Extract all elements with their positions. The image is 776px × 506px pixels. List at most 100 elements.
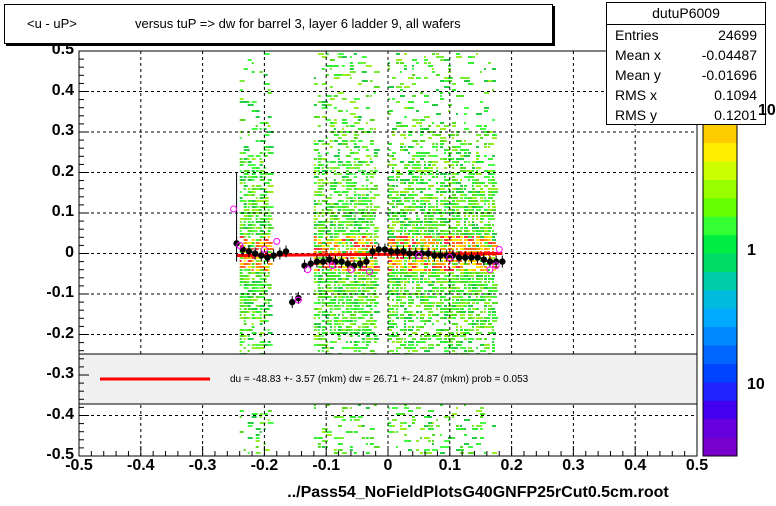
x-tick-label: -0.4 xyxy=(127,457,155,474)
density-cell xyxy=(448,164,454,166)
density-cell xyxy=(484,347,490,349)
density-cell xyxy=(436,278,441,280)
density-cell xyxy=(488,320,490,322)
density-cell xyxy=(349,341,352,343)
density-cell xyxy=(392,164,397,166)
density-cell xyxy=(325,197,332,199)
density-cell xyxy=(369,95,372,97)
density-cell xyxy=(452,206,456,208)
density-cell xyxy=(333,185,337,187)
density-cell xyxy=(448,248,454,250)
density-cell xyxy=(460,197,463,199)
density-cell xyxy=(392,320,394,322)
density-cell xyxy=(396,173,402,175)
density-cell xyxy=(448,239,453,241)
density-cell xyxy=(488,248,490,250)
density-cell xyxy=(408,278,410,280)
density-cell xyxy=(349,290,355,292)
density-cell xyxy=(480,239,484,241)
density-cell xyxy=(484,287,490,289)
density-cell xyxy=(373,446,380,448)
density-cell xyxy=(452,134,455,136)
density-cell xyxy=(345,278,349,280)
density-cell xyxy=(345,257,348,259)
density-cell xyxy=(321,68,325,70)
density-cell xyxy=(436,188,442,190)
density-cell xyxy=(361,332,367,334)
palette-swatch xyxy=(703,290,737,310)
density-cell xyxy=(353,299,360,301)
density-cell xyxy=(444,230,448,232)
density-cell xyxy=(313,212,320,214)
profile-point xyxy=(499,258,506,265)
density-cell xyxy=(369,203,373,205)
density-cell xyxy=(400,203,404,205)
density-cell xyxy=(480,191,485,193)
density-cell xyxy=(480,296,486,298)
density-cell xyxy=(353,194,357,196)
density-cell xyxy=(388,275,394,277)
density-cell xyxy=(317,275,323,277)
density-cell xyxy=(337,194,342,196)
density-cell xyxy=(460,305,466,307)
density-cell xyxy=(404,272,408,274)
density-cell xyxy=(420,155,426,157)
density-cell xyxy=(428,137,432,139)
density-cell xyxy=(468,341,472,343)
density-cell xyxy=(369,170,373,172)
density-cell xyxy=(400,125,406,127)
density-cell xyxy=(480,182,485,184)
profile-point xyxy=(301,262,308,269)
density-cell xyxy=(444,80,448,82)
density-cell xyxy=(440,251,443,253)
density-cell xyxy=(432,227,438,229)
density-cell xyxy=(432,71,435,73)
density-cell xyxy=(448,344,453,346)
density-cell xyxy=(321,143,326,145)
density-cell xyxy=(353,218,356,220)
density-cell xyxy=(325,251,328,253)
density-cell xyxy=(436,287,439,289)
density-cell xyxy=(325,239,332,241)
density-cell xyxy=(325,143,330,145)
density-cell xyxy=(345,251,348,253)
density-cell xyxy=(448,299,450,301)
density-cell xyxy=(420,158,424,160)
density-cell xyxy=(333,287,337,289)
density-cell xyxy=(373,341,377,343)
density-cell xyxy=(416,326,420,328)
density-cell xyxy=(341,122,348,124)
density-cell xyxy=(255,140,259,142)
density-cell xyxy=(428,452,432,454)
profile-point xyxy=(424,250,432,257)
density-cell xyxy=(345,218,351,220)
density-cell xyxy=(239,314,242,316)
density-cell xyxy=(420,146,423,148)
density-cell xyxy=(396,350,398,352)
density-cell xyxy=(460,344,462,346)
profile-point xyxy=(338,258,345,265)
density-cell xyxy=(448,92,450,94)
density-cell xyxy=(255,434,260,436)
density-cell xyxy=(408,449,412,451)
density-cell xyxy=(337,278,342,280)
density-cell xyxy=(247,317,251,319)
density-cell xyxy=(472,224,475,226)
density-cell xyxy=(353,341,358,343)
density-cell xyxy=(460,233,465,235)
density-cell xyxy=(263,122,269,124)
density-cell xyxy=(251,272,258,274)
density-cell xyxy=(243,218,248,220)
density-cell xyxy=(488,308,493,310)
density-cell xyxy=(420,437,422,439)
density-cell xyxy=(472,185,474,187)
density-cell xyxy=(480,281,482,283)
density-cell xyxy=(357,119,361,121)
density-cell xyxy=(480,428,483,430)
density-cell xyxy=(317,242,323,244)
density-cell xyxy=(365,311,370,313)
density-cell xyxy=(329,251,332,253)
density-cell xyxy=(369,302,373,304)
density-cell xyxy=(325,344,328,346)
density-cell xyxy=(243,68,248,70)
